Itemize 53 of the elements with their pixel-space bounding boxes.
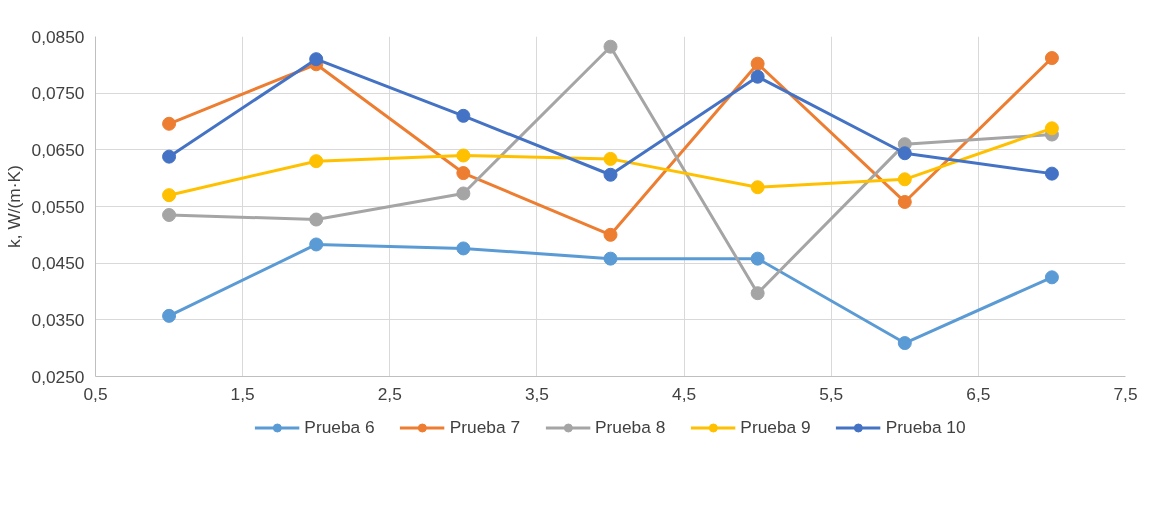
point	[309, 212, 324, 227]
x-tick-label: 6,5	[966, 383, 991, 404]
y-tick-label: 0,0550	[31, 196, 85, 217]
x-tick-label: 4,5	[672, 383, 697, 404]
legend-label: Prueba 9	[740, 416, 811, 438]
point	[897, 172, 912, 187]
point	[603, 227, 618, 242]
point	[456, 186, 471, 201]
x-tick-label: 1,5	[230, 383, 255, 404]
y-tick-label: 0,0650	[31, 139, 85, 160]
legend-label: Prueba 6	[304, 416, 375, 438]
x-tick-label: 5,5	[819, 383, 844, 404]
point	[750, 56, 765, 71]
point	[162, 308, 177, 323]
point	[309, 52, 324, 67]
point	[897, 146, 912, 161]
point	[897, 194, 912, 209]
x-tick-label: 3,5	[524, 383, 549, 404]
legend-label: Prueba 7	[449, 416, 521, 438]
y-axis-title: k, W/(m·K)	[3, 165, 24, 248]
x-tick-label: 2,5	[377, 383, 402, 404]
point	[162, 208, 177, 222]
point	[750, 251, 765, 266]
point	[750, 286, 765, 301]
x-tick-label: 0,5	[83, 383, 108, 404]
point	[456, 148, 471, 163]
point	[603, 251, 618, 266]
point	[162, 116, 177, 131]
point	[1044, 270, 1059, 285]
y-tick-label: 0,0450	[31, 253, 85, 274]
point	[1044, 51, 1059, 66]
point	[897, 336, 912, 351]
point	[750, 69, 765, 84]
point	[603, 167, 618, 182]
point	[603, 39, 618, 54]
point	[603, 151, 618, 166]
y-tick-label: 0,0350	[31, 309, 85, 330]
point	[456, 166, 471, 181]
point	[309, 154, 324, 169]
point	[162, 149, 177, 164]
y-tick-label: 0,0850	[31, 26, 85, 47]
point	[309, 237, 324, 252]
y-tick-label: 0,0250	[31, 366, 85, 387]
legend-label: Prueba 10	[885, 416, 966, 438]
x-tick-label: 7,5	[1113, 383, 1138, 404]
y-tick-label: 0,0750	[31, 83, 85, 104]
point	[750, 180, 765, 195]
point	[1044, 121, 1059, 136]
point	[456, 241, 471, 256]
point	[1044, 166, 1059, 181]
point	[456, 108, 471, 123]
point	[162, 188, 177, 203]
legend-label: Prueba 8	[595, 416, 666, 438]
